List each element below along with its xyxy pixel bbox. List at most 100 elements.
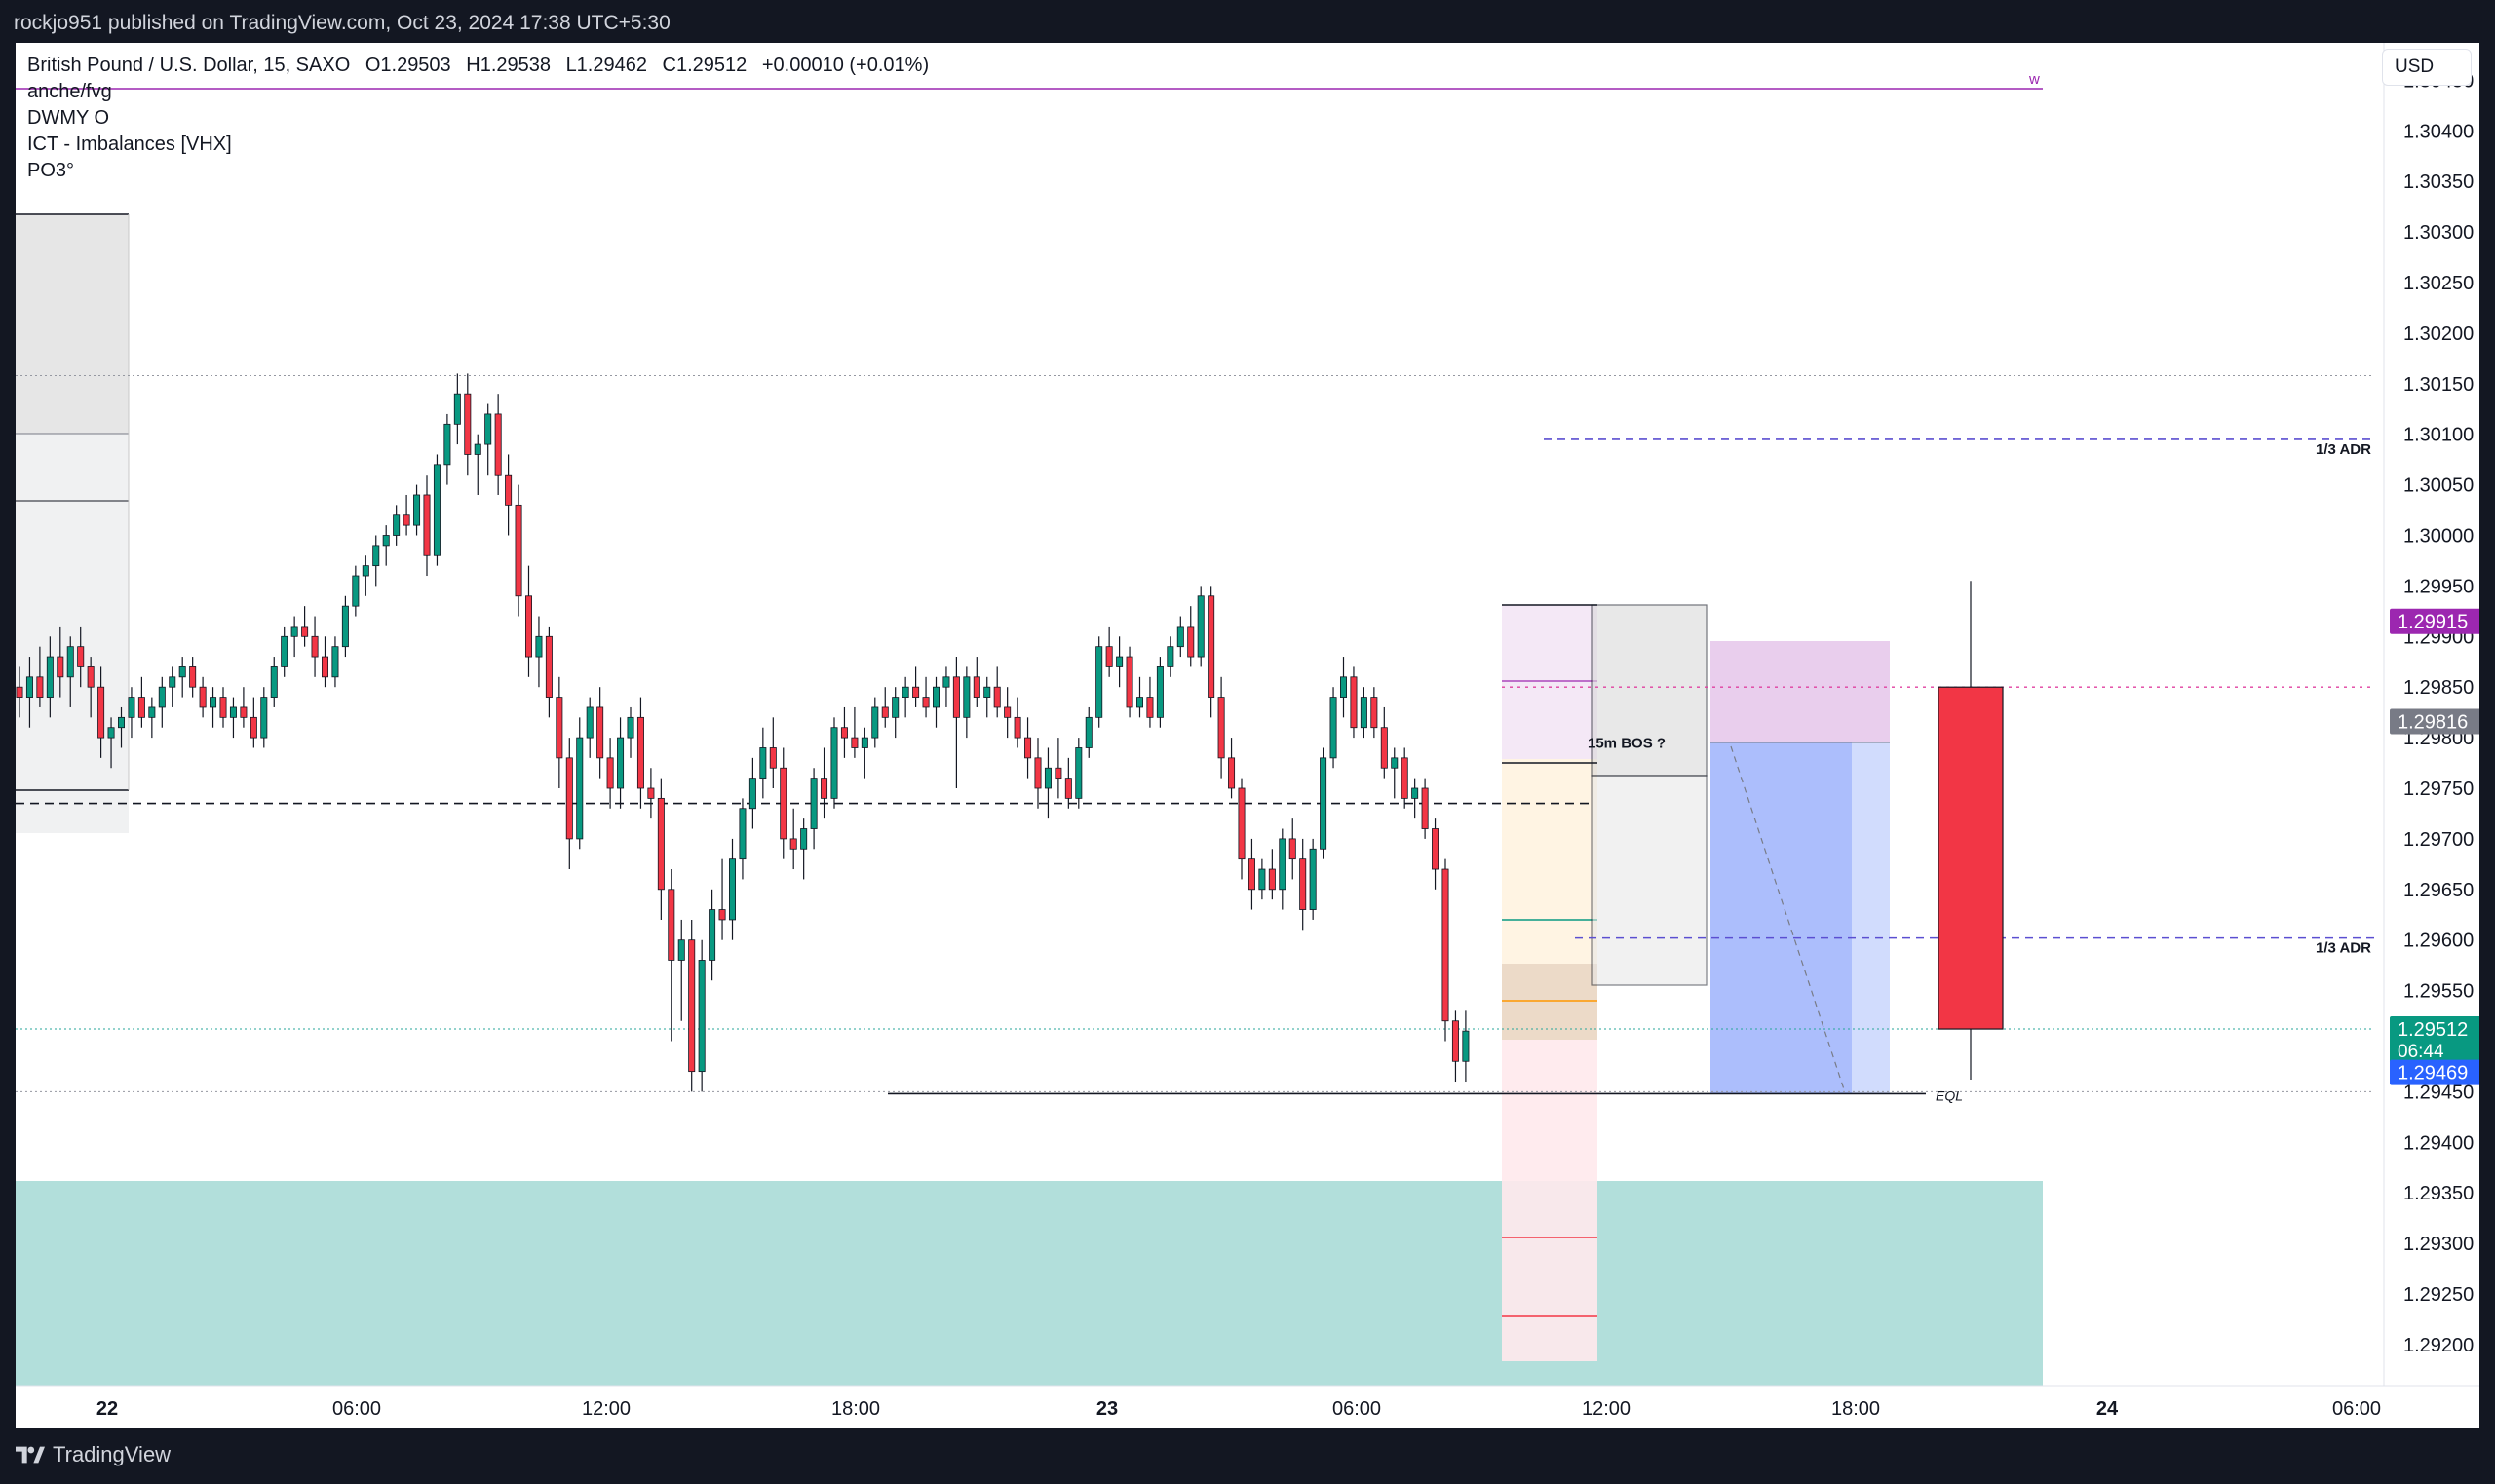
candle-body [352,575,360,607]
candle-body [912,686,920,698]
price-tick-label: 1.29550 [2403,981,2474,1003]
candle-body [830,727,838,799]
candle-body [688,939,696,1073]
candle-body [97,686,105,739]
candle-body [535,635,543,658]
candle-body [892,697,900,718]
candle-body [453,393,461,425]
time-tick-label: 23 [1096,1398,1118,1420]
time-tick-label: 06:00 [332,1398,381,1420]
candle-body [178,666,186,678]
candle-body [1350,676,1358,729]
candle-body [709,909,716,961]
candle-body [515,504,522,597]
candle-body [718,909,726,921]
legend-symbol[interactable]: British Pound / U.S. Dollar, 15, SAXO [27,55,351,76]
price-tick-label: 1.30250 [2403,273,2474,294]
candle-body [983,686,991,698]
price-label-text: 1.29816 [2398,711,2468,733]
candle-body [1116,656,1124,667]
po3-candle-body [1938,686,2004,1030]
candle-body [871,706,879,739]
candle-body [1004,706,1012,718]
candle-body [1360,697,1367,729]
candle-body [748,778,756,810]
price-tick-label: 1.30150 [2403,374,2474,396]
candle-body [1462,1030,1470,1062]
candle-body [780,767,787,840]
candle-body [810,778,818,829]
candle-body [821,778,828,799]
candle-body [1340,676,1348,698]
price-tick-label: 1.29250 [2403,1284,2474,1306]
candle-body [36,676,44,698]
publish-text: rockjo951 published on TradingView.com, … [14,12,671,34]
candle-body [1258,868,1266,891]
left-lightgray-zone [16,434,129,833]
candle-body [677,939,685,961]
price-tick-label: 1.29850 [2403,677,2474,699]
candle-body [933,686,940,708]
candle-body [1105,646,1113,667]
price-tick-label: 1.30300 [2403,222,2474,244]
position-path-line [1730,745,1845,1090]
candle-body [494,413,502,476]
candle-body [1095,646,1103,718]
candle-body [1401,757,1408,799]
brand-name: TradingView [53,1442,172,1466]
price-tick-label: 1.29750 [2403,779,2474,800]
time-tick-label: 06:00 [1332,1398,1381,1420]
candle-body [647,787,655,799]
candle-body [861,737,868,748]
price-label-text: 1.29512 [2398,1019,2468,1041]
candle-body [636,716,644,789]
chart-legend: British Pound / U.S. Dollar, 15, SAXO O1… [27,53,939,184]
legend-indicator-po3[interactable]: PO3° [27,160,75,181]
candle-body [1320,757,1327,850]
candle-body [423,494,431,556]
candle-body [464,393,472,455]
price-tick-label: 1.29400 [2403,1132,2474,1154]
candle-body [281,635,288,667]
candle-body [1034,757,1042,789]
legend-indicator-imbalances[interactable]: ICT - Imbalances [VHX] [27,133,232,155]
candle-body [1411,787,1419,799]
candle-body [484,413,492,445]
legend-close: C1.29512 [662,55,748,76]
candle-body [1064,778,1072,799]
candle-body [596,706,604,759]
price-tick-label: 1.29600 [2403,931,2474,952]
candle-body [973,676,980,698]
footer: TradingView [0,1428,2495,1484]
price-tick-label: 1.29650 [2403,880,2474,901]
currency-selector[interactable]: USD [2382,49,2472,86]
candle-body [1197,595,1205,658]
legend-indicator-dwmy[interactable]: DWMY O [27,107,110,129]
session-tan-box [1502,964,1597,1040]
price-tick-label: 1.29450 [2403,1082,2474,1103]
price-tick-label: 1.29700 [2403,829,2474,851]
candle-body [260,697,268,739]
candle-body [46,656,54,698]
price-label-tag [2390,1059,2479,1085]
bos-label: 15m BOS ? [1588,735,1666,751]
candle-body [148,706,156,718]
candle-body [250,716,257,739]
candle-body [1217,697,1225,759]
candle-body [586,706,594,739]
legend-indicator-fvg[interactable]: anche/fvg [27,81,112,102]
candle-body [219,697,227,718]
candle-body [1380,727,1388,769]
tradingview-brand[interactable]: TradingView [16,1442,171,1467]
candle-body [1014,716,1021,739]
candle-body [993,686,1001,708]
candle-body [1288,838,1296,860]
candle-body [433,464,441,556]
candle-body [240,706,248,718]
candle-body [443,423,451,466]
candle-body [576,737,584,840]
candle-body [800,828,808,850]
publish-header: rockjo951 published on TradingView.com, … [0,0,2495,43]
